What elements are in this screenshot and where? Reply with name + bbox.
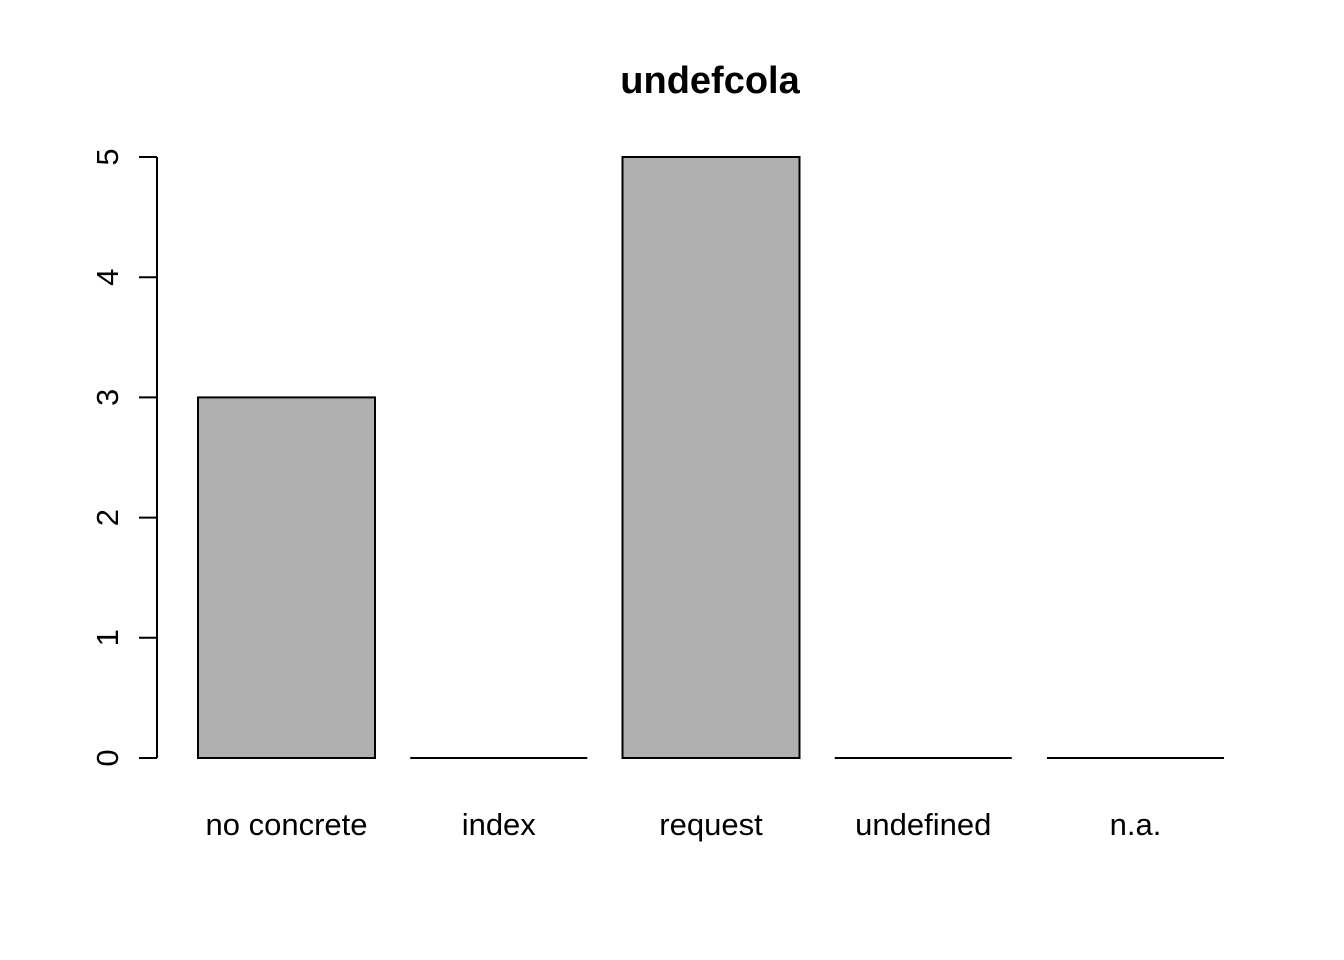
y-tick-label: 4 [90,269,125,286]
category-label: n.a. [1110,807,1162,842]
y-tick-label: 5 [90,148,125,165]
bar [621,156,801,759]
bars [197,156,1224,759]
y-tick-label: 1 [90,629,125,646]
bar [197,396,376,759]
y-tick-label: 2 [90,509,125,526]
category-label: request [659,807,763,842]
category-label: index [462,807,537,842]
category-label: undefined [855,807,991,842]
x-axis-labels: no concrete index request undefined n.a. [206,807,1162,842]
y-tick-label: 3 [90,389,125,406]
y-axis: 0 1 2 3 4 5 [90,148,158,767]
chart-title: undefcola [620,60,800,102]
category-label: no concrete [206,807,368,842]
y-tick-label: 0 [90,749,125,766]
